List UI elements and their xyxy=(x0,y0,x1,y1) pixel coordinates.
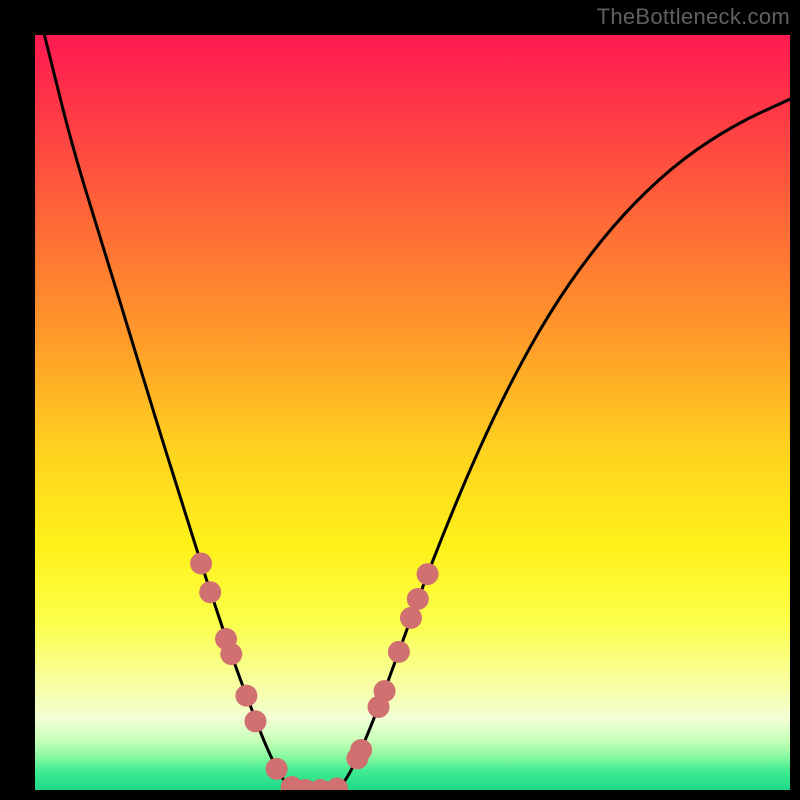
data-marker xyxy=(190,553,212,575)
data-marker xyxy=(388,641,410,663)
watermark-text: TheBottleneck.com xyxy=(597,4,790,30)
data-marker xyxy=(220,643,242,665)
data-marker xyxy=(374,680,396,702)
data-marker xyxy=(266,758,288,780)
data-marker xyxy=(417,563,439,585)
data-marker xyxy=(244,710,266,732)
plot-area xyxy=(35,35,790,790)
data-marker xyxy=(407,588,429,610)
bottleneck-curve xyxy=(35,35,790,790)
data-marker xyxy=(350,739,372,761)
data-marker xyxy=(400,607,422,629)
data-marker xyxy=(235,685,257,707)
curve-path xyxy=(35,35,790,790)
data-marker xyxy=(199,581,221,603)
